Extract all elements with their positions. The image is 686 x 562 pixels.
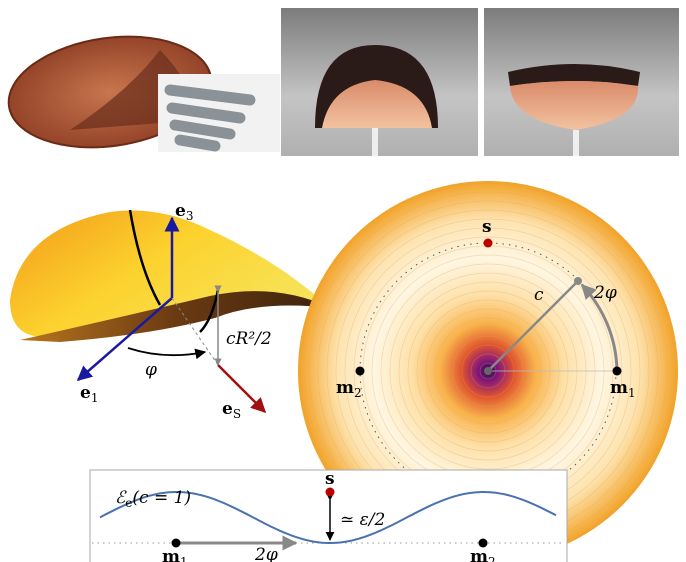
shift-label: 2φ [254,545,278,562]
point-label: m2 [470,547,496,562]
axis-label: e3 [175,201,193,223]
point-label: m1 [162,547,188,562]
radius-label: c [534,285,544,305]
point-label: s [482,217,492,237]
curve-label: ℰe(c = 1) [115,488,191,510]
photos [7,8,679,156]
axis-label: e1 [80,383,98,405]
height-label: cR²/2 [226,329,272,349]
energy-plot: ℰe(c = 1) ≃ ε/2 s m1 2φ m2 [89,469,568,562]
gap-label: ≃ ε/2 [340,510,385,530]
point-label: s [325,469,335,489]
disk: s c 2φ m2 m1 [298,181,678,561]
point-label: m2 [336,378,362,400]
angle-label: φ [145,360,157,380]
angle-label: 2φ [593,283,617,303]
point-label: m1 [610,378,636,400]
axis-label: eS [222,399,241,421]
saddle: e3 e1 eS φ cR²/2 [10,201,332,421]
